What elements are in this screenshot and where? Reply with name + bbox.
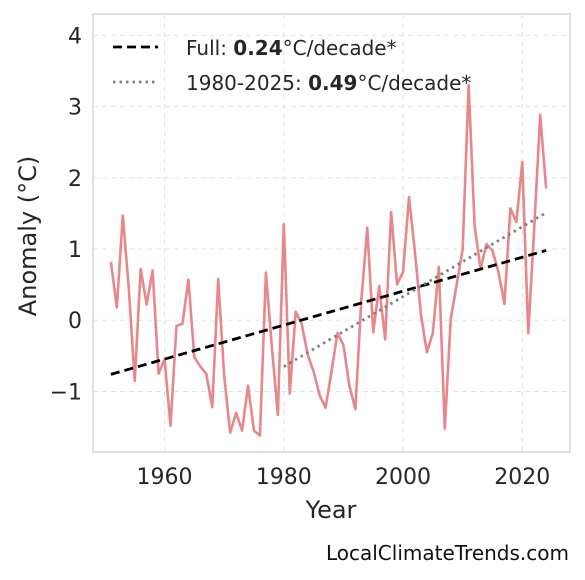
series-layer xyxy=(109,83,548,437)
x-tick-label: 1980 xyxy=(256,465,312,490)
legend-entry-1980: 1980-2025: 0.49°C/decade* xyxy=(186,71,471,95)
tick-labels: 1960 1980 2000 2020 −1 0 1 2 3 4 xyxy=(50,24,551,490)
y-axis-title: Anomaly (°C) xyxy=(14,156,42,316)
full-trend-line xyxy=(110,249,547,376)
x-tick-label: 2020 xyxy=(494,465,550,490)
legend-full-value: 0.24 xyxy=(233,36,282,60)
x-tick-label: 2000 xyxy=(375,465,431,490)
y-tick-label: 1 xyxy=(68,238,82,263)
legend-full-unit: °C/decade* xyxy=(283,36,397,60)
x-tick-label: 1960 xyxy=(137,465,193,490)
y-tick-label: −1 xyxy=(50,380,82,405)
credit-text: LocalClimateTrends.com xyxy=(326,541,569,565)
y-tick-label: 0 xyxy=(68,309,82,334)
legend-1980-value: 0.49 xyxy=(308,71,357,95)
legend-full-prefix: Full: xyxy=(186,36,233,60)
legend-1980-unit: °C/decade* xyxy=(357,71,471,95)
x-axis-title: Year xyxy=(305,496,357,524)
anomaly-line xyxy=(109,83,548,437)
y-tick-label: 4 xyxy=(68,24,82,49)
legend-entry-full: Full: 0.24°C/decade* xyxy=(186,36,397,60)
y-tick-label: 3 xyxy=(68,96,82,121)
legend-1980-prefix: 1980-2025: xyxy=(186,71,308,95)
y-tick-label: 2 xyxy=(68,167,82,192)
legend: Full: 0.24°C/decade* 1980-2025: 0.49°C/d… xyxy=(113,36,471,95)
